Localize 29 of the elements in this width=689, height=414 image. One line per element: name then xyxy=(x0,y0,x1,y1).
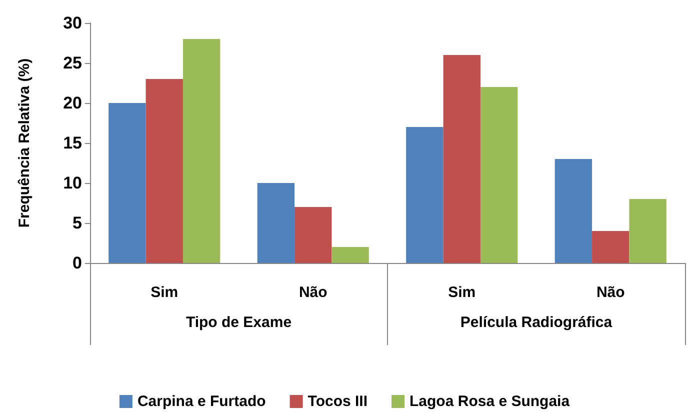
text: Película Radiográfica xyxy=(460,314,613,331)
bar xyxy=(294,207,332,263)
bar xyxy=(108,103,146,263)
y-tick-label: 25 xyxy=(63,54,82,72)
y-tick-label: 20 xyxy=(63,94,82,112)
bar xyxy=(257,183,295,263)
x-tick-label: Sim xyxy=(150,284,178,301)
bar xyxy=(443,55,480,263)
bar xyxy=(146,79,183,263)
y-axis-title: Frequência Relativa (%) xyxy=(16,58,33,228)
bar xyxy=(182,39,220,263)
text: Tipo de Exame xyxy=(186,314,292,331)
bar xyxy=(406,127,444,263)
bar xyxy=(629,199,666,263)
legend-label: Carpina e Furtado xyxy=(137,393,266,410)
y-tick-label: 15 xyxy=(63,134,82,152)
x-tick-label: Não xyxy=(298,284,328,301)
y-tick-label: 30 xyxy=(63,14,82,32)
y-tick-label: 10 xyxy=(63,174,82,192)
y-tick-label: 5 xyxy=(72,214,82,232)
legend-label: Lagoa Rosa e Sungaia xyxy=(410,393,570,410)
x-tick-label: Sim xyxy=(448,284,476,301)
legend-label: Tocos III xyxy=(308,393,368,410)
bar xyxy=(554,159,592,263)
x-tick-label: Não xyxy=(596,284,625,301)
y-tick-label: 0 xyxy=(72,254,82,272)
bar xyxy=(592,231,630,263)
bar xyxy=(332,247,369,263)
bar xyxy=(480,87,518,263)
